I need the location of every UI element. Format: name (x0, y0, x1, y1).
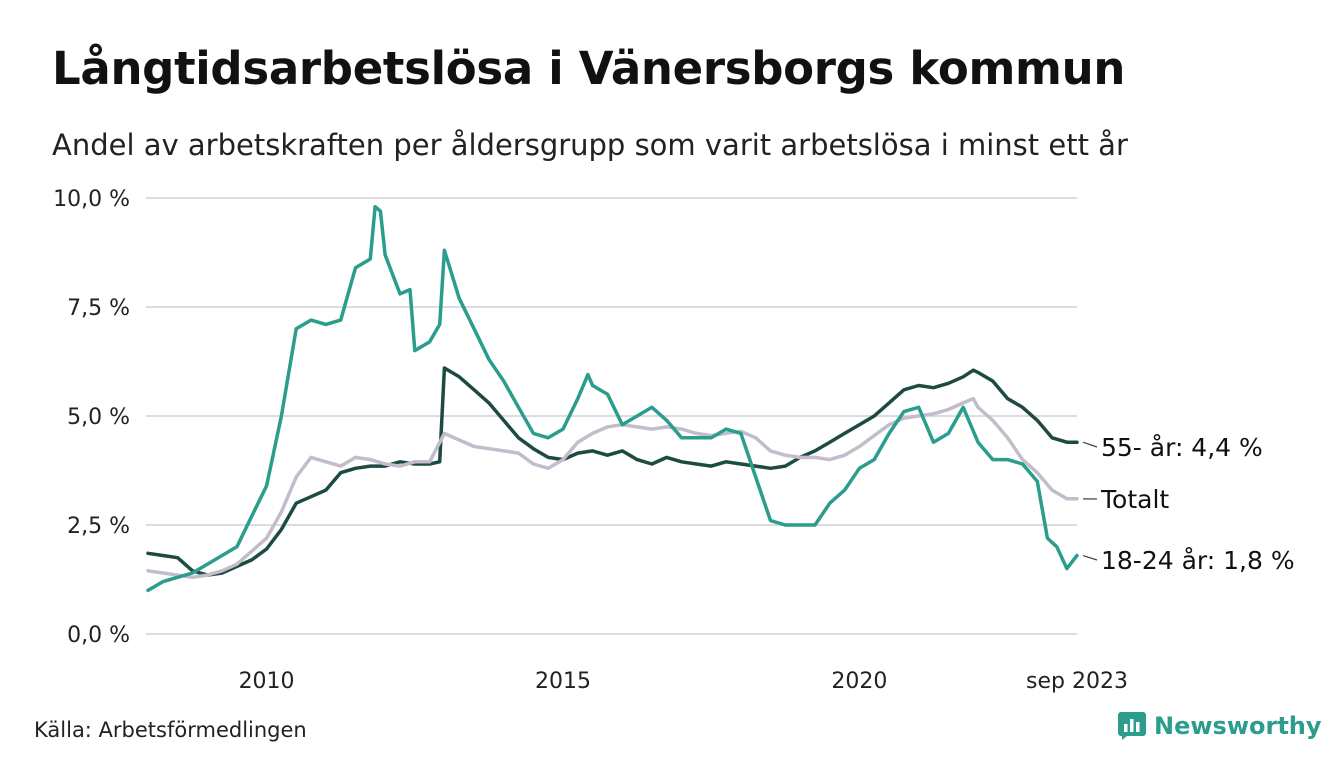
y-tick-label: 0,0 % (67, 623, 130, 648)
series-lines (146, 204, 1079, 593)
chart-subtitle: Andel av arbetskraften per åldersgrupp s… (52, 128, 1128, 162)
x-tick-label: 2010 (239, 669, 295, 694)
x-tick-label: sep 2023 (1026, 669, 1128, 694)
chart-title: Långtidsarbetslösa i Vänersborgs kommun (52, 42, 1126, 95)
x-tick-label: 2020 (831, 669, 887, 694)
series-end-labels: 55- år: 4,4 % Totalt 18-24 år: 1,8 % (1082, 433, 1295, 575)
end-label-18-24-r: 18-24 år: 1,8 % (1101, 546, 1295, 575)
x-tick-label: 2015 (535, 669, 591, 694)
end-label-55-r: 55- år: 4,4 % (1101, 433, 1263, 462)
series-line-totalt (146, 396, 1079, 580)
y-axis-labels: 0,0 % 2,5 % 5,0 % 7,5 % 10,0 % (53, 187, 130, 648)
end-label-totalt: Totalt (1100, 485, 1169, 514)
y-tick-label: 7,5 % (67, 296, 130, 321)
series-line-18-24-r (146, 204, 1079, 593)
series-line-55-r (146, 366, 1079, 577)
newsworthy-logo-icon (1118, 712, 1146, 740)
y-tick-label: 10,0 % (53, 187, 130, 212)
y-tick-label: 5,0 % (67, 405, 130, 430)
y-tick-label: 2,5 % (67, 514, 130, 539)
brand[interactable]: Newsworthy (1118, 712, 1322, 740)
y-gridlines (146, 197, 1077, 635)
end-label-leader (1082, 441, 1098, 448)
brand-name: Newsworthy (1154, 712, 1322, 740)
x-axis-labels: 2010 2015 2020 sep 2023 (239, 669, 1128, 694)
line-chart: 0,0 % 2,5 % 5,0 % 7,5 % 10,0 % 2010 2015 2020 s… (53, 187, 1295, 694)
source-note: Källa: Arbetsförmedlingen (34, 718, 307, 742)
end-label-leader (1082, 554, 1098, 561)
